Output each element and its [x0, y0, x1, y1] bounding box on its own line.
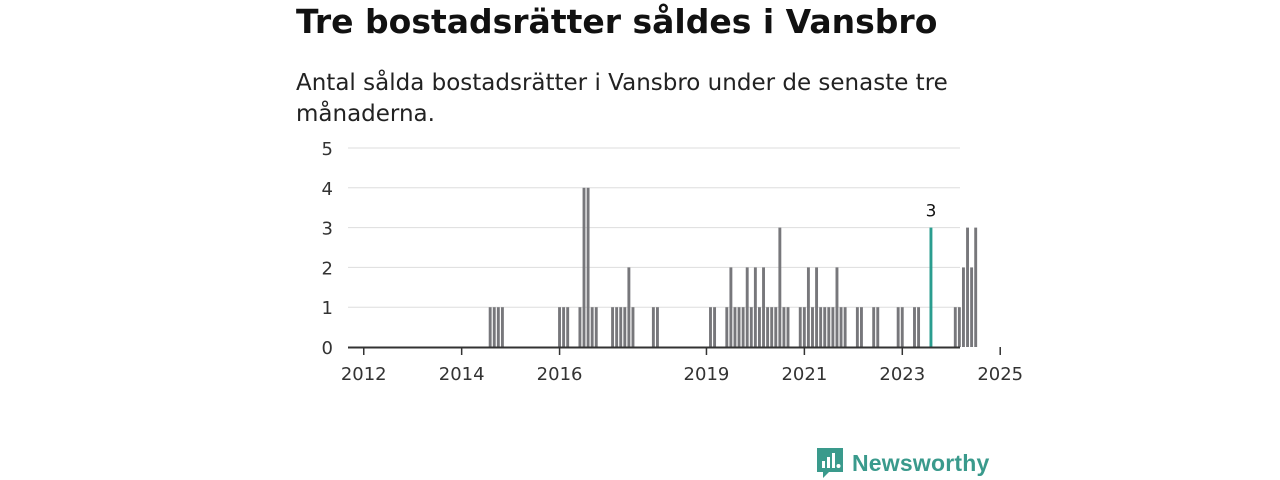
brand-name: Newsworthy: [852, 449, 990, 476]
bar: [586, 187, 590, 347]
bar: [786, 307, 790, 347]
bar: [843, 307, 847, 347]
newsworthy-logo-icon: [817, 448, 843, 478]
bar: [860, 307, 863, 347]
bar: [733, 307, 737, 347]
bar: [758, 307, 761, 347]
bar: [753, 267, 757, 347]
bar: [562, 307, 566, 347]
bar: [488, 307, 492, 347]
bar: [782, 307, 786, 347]
bar-latest: [929, 227, 933, 347]
x-tick-label: 2021: [781, 364, 827, 385]
bar: [766, 307, 770, 347]
y-tick-label: 5: [322, 139, 333, 160]
bar: [811, 307, 814, 347]
bar: [709, 307, 712, 347]
newsworthy-brand[interactable]: Newsworthy: [815, 446, 989, 480]
bar: [582, 187, 586, 347]
bar: [611, 307, 615, 347]
bar: [729, 267, 733, 347]
y-tick-label: 2: [322, 258, 333, 279]
bar: [770, 307, 774, 347]
bar: [656, 307, 659, 347]
bar: [566, 307, 570, 347]
bar: [500, 307, 504, 347]
bar: [590, 307, 594, 347]
bar: [802, 307, 806, 347]
chart-title: Tre bostadsrätter såldes i Vansbro: [296, 2, 938, 41]
bar: [774, 307, 778, 347]
x-tick-label: 2023: [879, 364, 925, 385]
bar: [749, 307, 753, 347]
y-tick-label: 4: [322, 179, 333, 200]
bar: [594, 307, 598, 347]
y-tick-label: 0: [322, 338, 333, 359]
x-tick-label: 2012: [341, 364, 387, 385]
bar: [970, 267, 974, 347]
bar: [827, 307, 831, 347]
bar: [815, 267, 819, 347]
bar: [778, 227, 782, 347]
bar: [953, 307, 957, 347]
y-tick-label: 1: [322, 298, 333, 319]
bar: [558, 307, 561, 347]
bar: [496, 307, 500, 347]
x-tick-label: 2025: [977, 364, 1023, 385]
bar: [492, 307, 496, 347]
bar: [831, 307, 835, 347]
bar: [725, 307, 729, 347]
bar: [737, 307, 741, 347]
bar: [615, 307, 619, 347]
y-tick-label: 3: [322, 219, 333, 240]
bar: [631, 307, 635, 347]
bar: [713, 307, 717, 347]
chart-subtitle: Antal sålda bostadsrätter i Vansbro unde…: [296, 70, 948, 127]
x-tick-label: 2019: [684, 364, 730, 385]
bar: [855, 307, 859, 347]
bar: [917, 307, 921, 347]
bar: [623, 307, 627, 347]
x-tick-label: 2014: [439, 364, 485, 385]
bar: [806, 267, 810, 347]
x-tick-label: 2016: [537, 364, 583, 385]
bar: [900, 307, 904, 347]
bar: [619, 307, 623, 347]
bar: [876, 307, 880, 347]
bar: [872, 307, 876, 347]
bar: [913, 307, 916, 347]
bar: [962, 267, 965, 347]
bar: [957, 307, 961, 347]
bar: [835, 267, 839, 347]
bar: [896, 307, 900, 347]
bar: [578, 307, 582, 347]
bar: [798, 307, 802, 347]
bar: [651, 307, 655, 347]
bar: [966, 227, 969, 347]
bar: [839, 307, 843, 347]
bar: [741, 307, 745, 347]
bar: [819, 307, 823, 347]
bar: [627, 267, 631, 347]
bar: [762, 267, 765, 347]
bar: [974, 227, 978, 347]
bar: [823, 307, 827, 347]
bar: [745, 267, 749, 347]
latest-value-label: 3: [926, 202, 937, 222]
